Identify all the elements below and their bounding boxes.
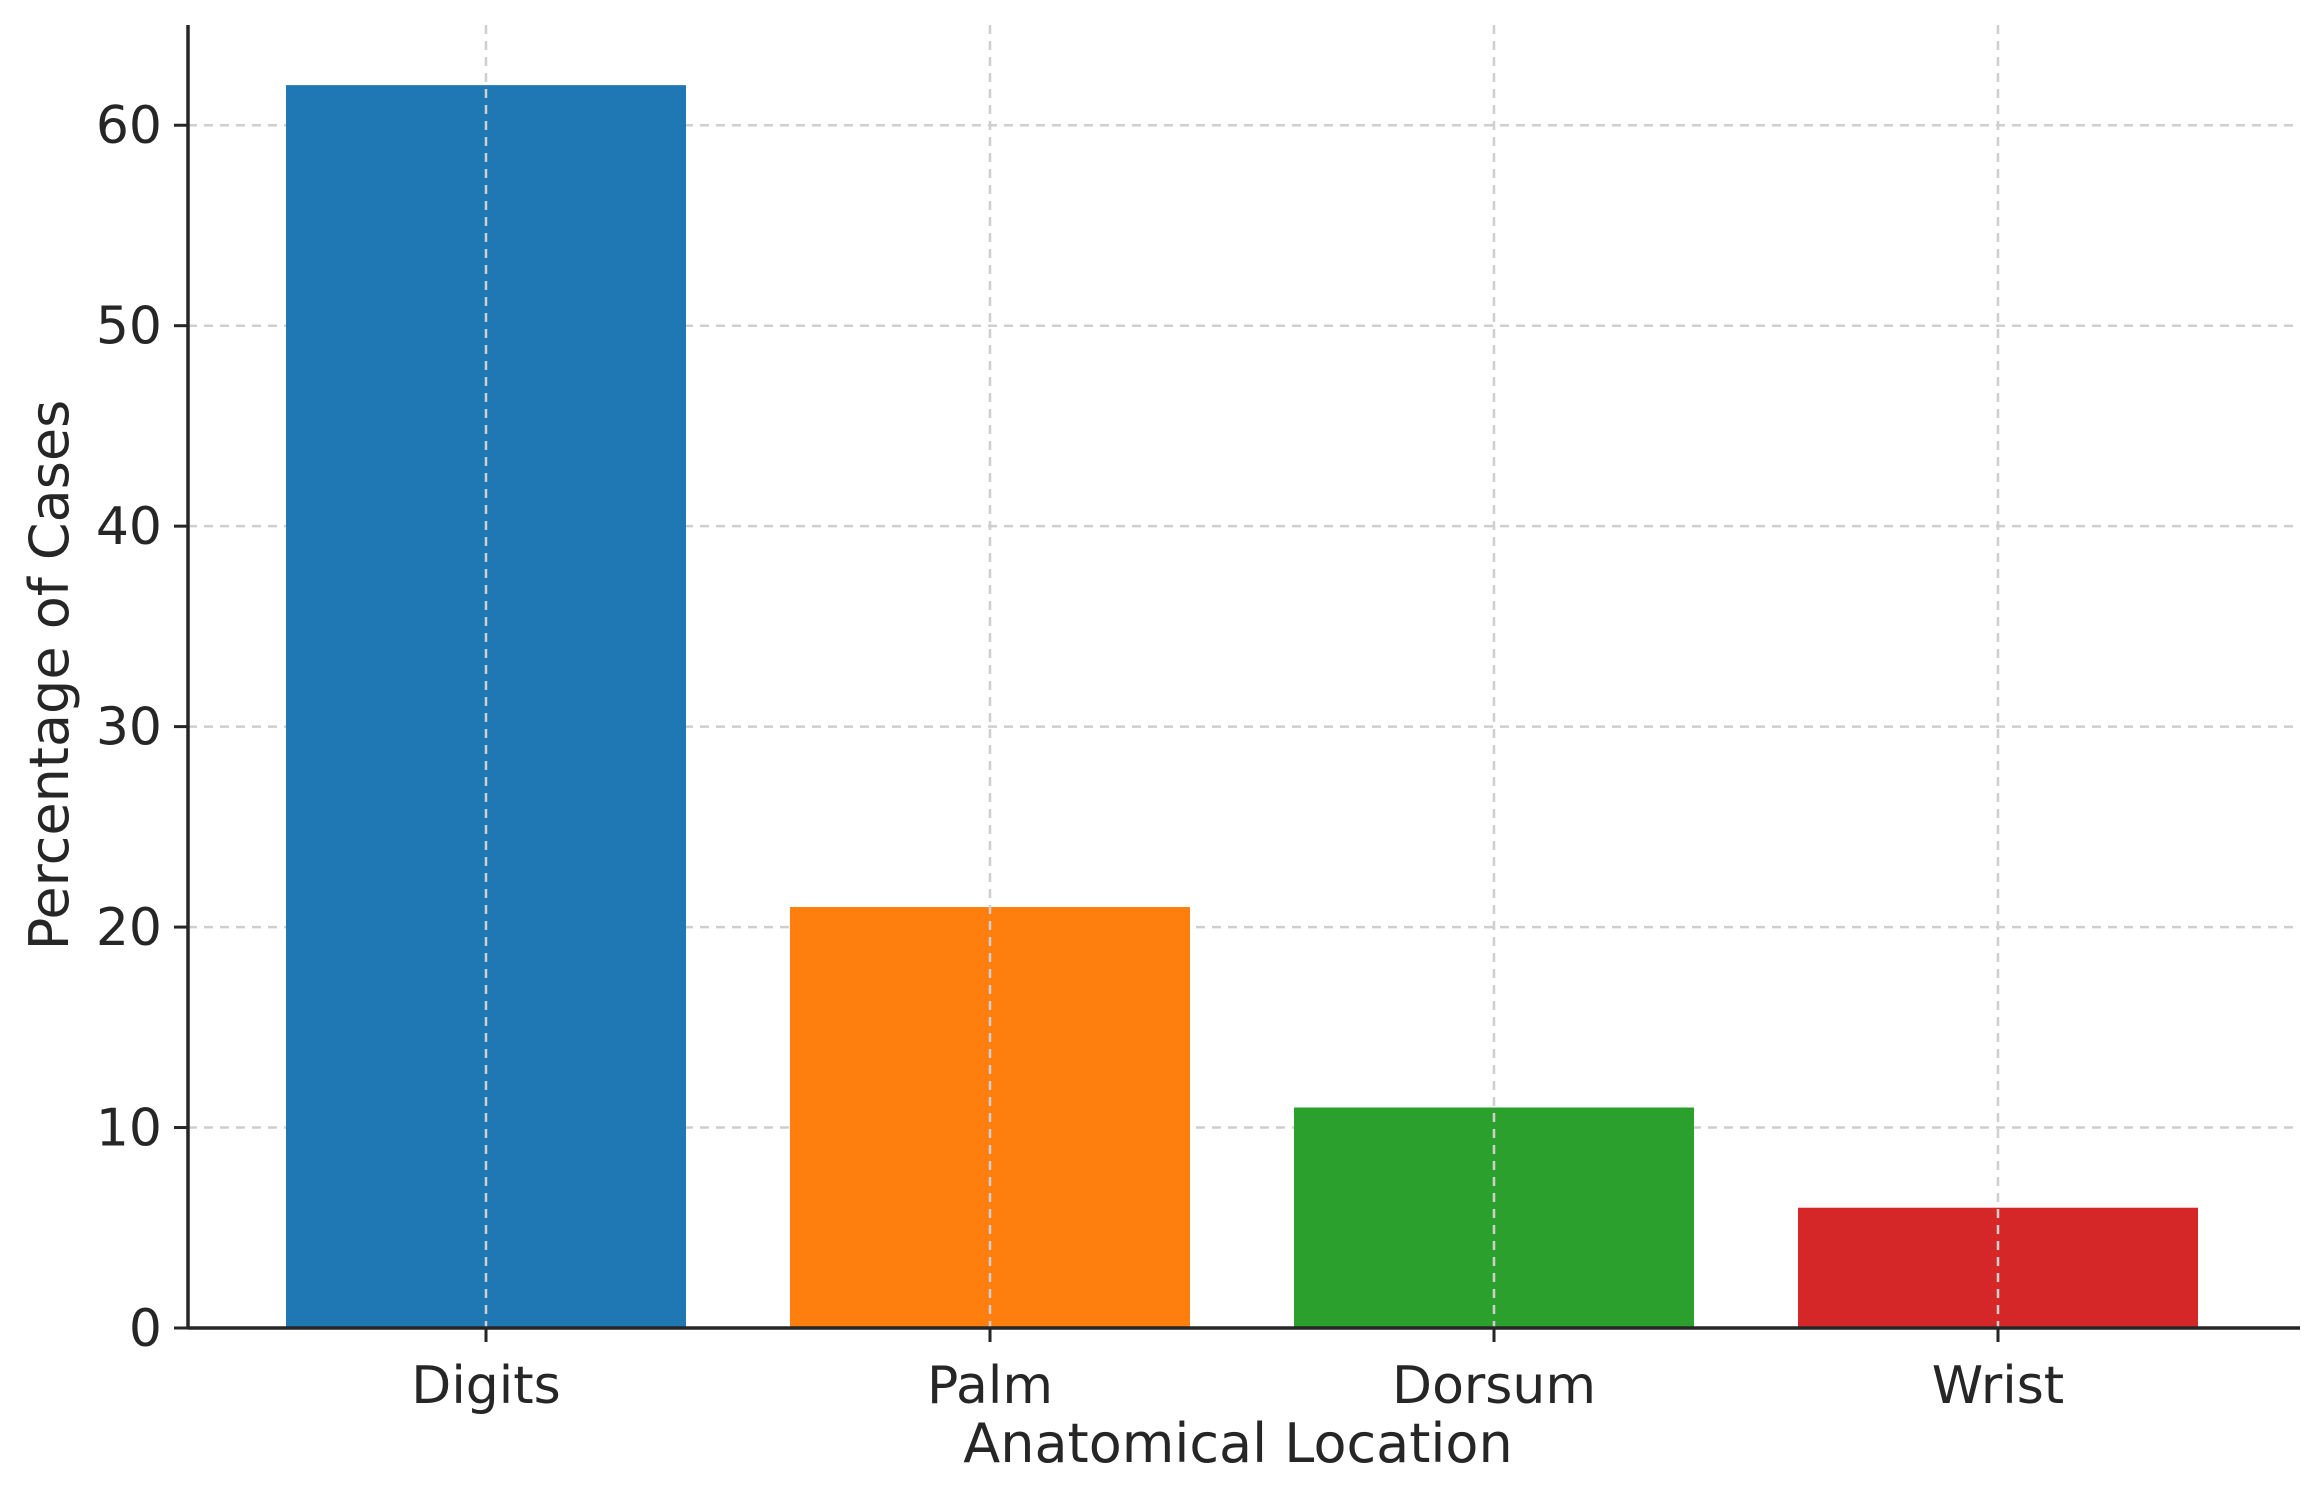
y-tick-label: 40 (96, 497, 162, 557)
bars (286, 25, 2198, 1329)
x-tick-label-wrist: Wrist (1932, 1356, 2064, 1416)
x-axis-label: Anatomical Location (963, 1412, 1512, 1475)
x-tick-label-dorsum: Dorsum (1392, 1356, 1596, 1416)
y-tick-label: 60 (96, 96, 162, 156)
y-axis-label: Percentage of Cases (18, 400, 81, 950)
axes (174, 25, 2300, 1342)
y-tick-label: 50 (96, 297, 162, 357)
y-tick-label: 10 (96, 1099, 162, 1159)
x-tick-label-digits: Digits (411, 1356, 560, 1416)
x-tick-labels: Digits Palm Dorsum Wrist (411, 1356, 2064, 1416)
y-tick-label: 30 (96, 698, 162, 758)
x-tick-label-palm: Palm (927, 1356, 1053, 1416)
y-tick-label: 20 (96, 898, 162, 958)
y-tick-label: 0 (129, 1299, 162, 1359)
y-tick-labels: 0 10 20 30 40 50 60 (96, 96, 162, 1359)
